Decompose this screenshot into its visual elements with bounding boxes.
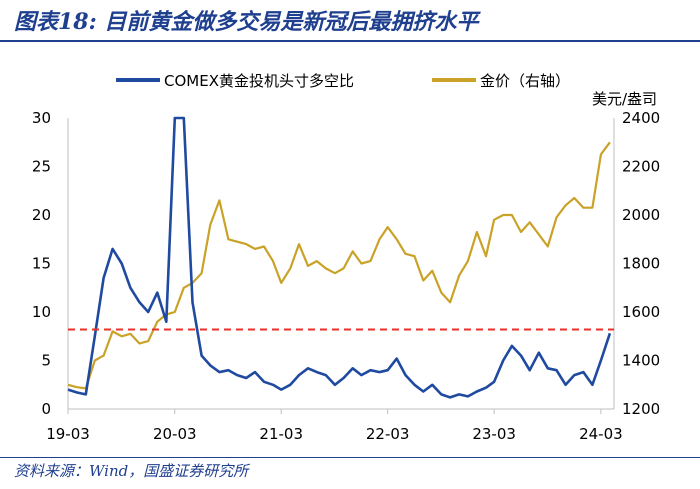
right-axis-ticks: 1200 1400 1600 1800 2000 2200 2400 — [622, 109, 660, 418]
left-axis-ticks: 0 5 10 15 20 25 30 — [32, 109, 51, 418]
left-tick-label: 10 — [32, 303, 51, 321]
left-tick-label: 30 — [32, 109, 51, 127]
right-axis-unit: 美元/盎司 — [592, 90, 657, 108]
right-tick-label: 1600 — [622, 303, 660, 321]
series-line-gold — [67, 141, 611, 390]
right-tick-label: 2200 — [622, 158, 660, 176]
left-tick-label: 0 — [41, 400, 51, 418]
series-line-comex — [67, 116, 612, 399]
x-tick-label: 19-03 — [46, 425, 90, 443]
x-tick-label: 22-03 — [366, 425, 410, 443]
left-tick-label: 15 — [32, 255, 51, 273]
right-tick-label: 1200 — [622, 400, 660, 418]
right-tick-label: 1400 — [622, 352, 660, 370]
right-tick-label: 2000 — [622, 206, 660, 224]
x-tick-label: 21-03 — [259, 425, 303, 443]
source-divider — [0, 457, 700, 458]
x-tick-label: 20-03 — [153, 425, 197, 443]
left-tick-label: 20 — [32, 206, 51, 224]
x-axis-ticks: 19-03 20-03 21-03 22-03 23-03 24-03 — [46, 409, 623, 443]
chart-title: 图表18: 目前黄金做多交易是新冠后最拥挤水平 — [14, 9, 479, 35]
x-tick-label: 23-03 — [472, 425, 516, 443]
title-divider — [0, 40, 700, 42]
legend-label-comex: COMEX黄金投机头寸多空比 — [164, 72, 354, 90]
left-tick-label: 25 — [32, 158, 51, 176]
legend-label-gold: 金价（右轴） — [480, 72, 570, 90]
x-tick-label: 24-03 — [579, 425, 623, 443]
chart-svg: COMEX黄金投机头寸多空比 金价（右轴） 美元/盎司 0 5 10 15 20 25 30… — [32, 72, 660, 443]
source-note: 资料来源：Wind，国盛证券研究所 — [14, 462, 249, 480]
left-tick-label: 5 — [41, 352, 51, 370]
right-tick-label: 1800 — [622, 255, 660, 273]
right-tick-label: 2400 — [622, 109, 660, 127]
